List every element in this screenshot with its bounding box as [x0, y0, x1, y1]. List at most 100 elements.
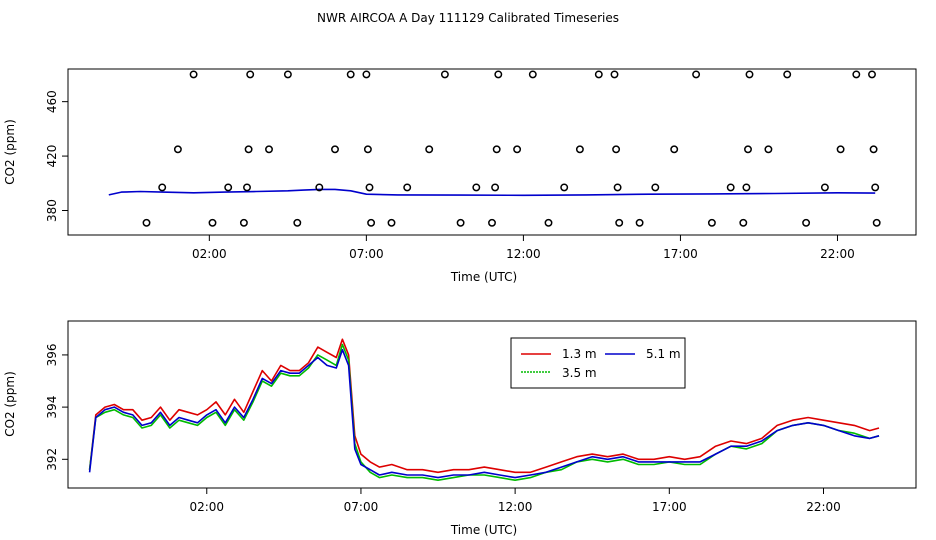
calibration-point	[744, 145, 752, 154]
panel-top-x-tick-label: 12:00	[506, 247, 541, 261]
panel-top-x-tick-label: 22:00	[820, 247, 855, 261]
panel-top-calibration-points	[142, 70, 881, 227]
calibration-point	[610, 70, 619, 79]
calibration-point	[239, 218, 248, 227]
calibration-point	[158, 183, 167, 192]
panel-bottom-series-line-5-1-m	[88, 348, 880, 479]
calibration-point	[783, 70, 792, 79]
calibration-point	[575, 145, 584, 154]
calibration-point	[315, 183, 324, 192]
legend-label-1-3m: 1.3 m	[562, 347, 597, 361]
calibration-point	[331, 145, 339, 154]
panel-bottom-frame	[67, 320, 917, 489]
calibration-point	[707, 218, 716, 227]
calibration-point	[494, 70, 503, 79]
calibration-point	[243, 183, 251, 192]
calibration-point	[635, 218, 644, 227]
calibration-point	[363, 145, 372, 154]
calibration-point	[560, 183, 569, 192]
calibration-point	[283, 70, 292, 79]
panel-bottom-series	[88, 338, 880, 482]
panel-top-x-axis: 02:00 07:00 12:00 17:00 22:00	[192, 235, 855, 261]
calibration-point	[472, 183, 481, 192]
calibration-point	[871, 183, 880, 192]
calibration-point	[852, 70, 861, 79]
panel-top-series	[108, 188, 876, 197]
calibration-point	[440, 70, 449, 79]
calibration-point	[613, 183, 622, 192]
calibration-point	[362, 70, 371, 79]
calibration-point	[456, 218, 465, 227]
calibration-point	[670, 145, 679, 154]
calibration-point	[764, 145, 773, 154]
calibration-point	[544, 218, 553, 227]
panel-top-x-axis-label: Time (UTC)	[450, 270, 517, 284]
calibration-point	[425, 145, 434, 154]
calibration-point	[869, 145, 878, 154]
calibration-point	[651, 183, 660, 192]
panel-bottom-y-axis: 392 394 396	[45, 343, 68, 471]
panel-bottom-y-axis-label: CO2 (ppm)	[3, 371, 17, 437]
calibration-point	[189, 70, 198, 79]
panel-bottom-y-tick-label: 396	[45, 343, 59, 366]
calibration-point	[246, 70, 255, 79]
panel-bottom-series-line-1-3-m	[88, 338, 880, 474]
calibration-point	[528, 70, 537, 79]
calibration-point	[367, 218, 376, 227]
calibration-point	[208, 218, 217, 227]
calibration-point	[612, 145, 621, 154]
legend-label-5-1m: 5.1 m	[646, 347, 681, 361]
panel-bottom-x-axis-label: Time (UTC)	[450, 523, 517, 537]
calibration-point	[802, 218, 811, 227]
calibration-point	[492, 145, 501, 154]
calibration-point	[692, 70, 701, 79]
panel-top-y-tick-label: 380	[45, 199, 59, 222]
panel-top-x-tick-label: 17:00	[663, 247, 698, 261]
calibration-point	[742, 183, 751, 192]
calibration-point	[836, 145, 845, 154]
calibration-point	[346, 70, 355, 79]
panel-bottom-x-tick-label: 22:00	[806, 500, 841, 514]
calibration-point	[745, 70, 754, 79]
panel-top: 02:00 07:00 12:00 17:00 22:00 380 420 460 Time…	[3, 68, 917, 284]
calibration-point	[265, 145, 273, 154]
legend-label-3-5m: 3.5 m	[562, 366, 597, 380]
calibration-point	[820, 183, 829, 192]
panel-bottom-x-tick-label: 07:00	[344, 500, 379, 514]
panel-top-y-tick-label: 420	[45, 145, 59, 168]
panel-bottom-x-tick-label: 17:00	[652, 500, 687, 514]
calibration-point	[365, 183, 374, 192]
panel-bottom-y-tick-label: 392	[45, 448, 59, 471]
calibration-point	[491, 183, 500, 192]
panel-top-x-tick-label: 02:00	[192, 247, 227, 261]
panel-top-y-axis: 380 420 460	[45, 90, 68, 222]
calibration-point	[868, 70, 876, 79]
panel-bottom-x-axis: 02:00 07:00 12:00 17:00 22:00	[189, 488, 841, 514]
calibration-point	[142, 218, 151, 227]
calibration-point	[224, 183, 233, 192]
calibration-point	[615, 218, 624, 227]
calibration-point	[488, 218, 496, 227]
panel-top-series-line-blue-line	[108, 188, 876, 197]
panel-top-frame	[67, 68, 917, 236]
panel-bottom-x-tick-label: 12:00	[498, 500, 533, 514]
calibration-point	[387, 218, 396, 227]
panel-bottom: 02:00 07:00 12:00 17:00 22:00 392 394 396 Time…	[3, 320, 917, 537]
panel-bottom-y-tick-label: 394	[45, 396, 59, 419]
panel-top-x-tick-label: 07:00	[349, 247, 384, 261]
calibration-point	[244, 145, 253, 154]
calibration-point	[739, 218, 748, 227]
chart-title: NWR AIRCOA A Day 111129 Calibrated Times…	[317, 11, 619, 25]
calibration-point	[594, 70, 603, 79]
calibration-point	[293, 218, 302, 227]
calibration-point	[872, 218, 881, 227]
legend: 1.3 m 3.5 m 5.1 m	[510, 337, 686, 389]
calibration-point	[726, 183, 735, 192]
legend-box	[510, 337, 686, 389]
panel-top-y-axis-label: CO2 (ppm)	[3, 119, 17, 185]
calibration-point	[173, 145, 182, 154]
calibration-point	[403, 183, 412, 192]
panel-top-y-tick-label: 460	[45, 90, 59, 113]
